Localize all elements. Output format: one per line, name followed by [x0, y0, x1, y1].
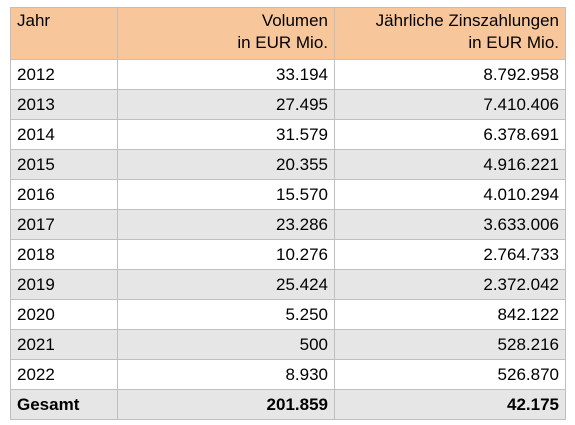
cell-volume: 33.194 [117, 59, 335, 90]
header-volume-line2: in EUR Mio. [237, 33, 328, 52]
cell-year: 2019 [10, 269, 118, 300]
total-volume: 201.859 [117, 389, 335, 420]
header-interest-line2: in EUR Mio. [468, 33, 559, 52]
cell-year: 2022 [10, 359, 118, 390]
cell-year: 2012 [10, 59, 118, 90]
table-row: 2018 10.276 2.764.733 [10, 239, 566, 270]
table-row: 2013 27.495 7.410.406 [10, 89, 566, 120]
header-volume: Volumen in EUR Mio. [117, 7, 335, 60]
cell-interest: 528.216 [334, 329, 566, 360]
cell-interest: 2.372.042 [334, 269, 566, 300]
total-row: Gesamt 201.859 42.175 [10, 389, 566, 420]
table-header: Jahr Volumen in EUR Mio. Jährliche Zinsz… [10, 7, 566, 60]
table-row: 2020 5.250 842.122 [10, 299, 566, 330]
cell-volume: 27.495 [117, 89, 335, 120]
cell-year: 2013 [10, 89, 118, 120]
cell-year: 2021 [10, 329, 118, 360]
cell-interest: 842.122 [334, 299, 566, 330]
table-row: 2012 33.194 8.792.958 [10, 59, 566, 90]
cell-volume: 31.579 [117, 119, 335, 150]
header-interest: Jährliche Zinszahlungen in EUR Mio. [334, 7, 566, 60]
cell-interest: 8.792.958 [334, 59, 566, 90]
table-row: 2017 23.286 3.633.006 [10, 209, 566, 240]
header-interest-line1: Jährliche Zinszahlungen [375, 11, 559, 30]
table-row: 2016 15.570 4.010.294 [10, 179, 566, 210]
table-footer: Gesamt 201.859 42.175 [10, 389, 566, 420]
cell-interest: 2.764.733 [334, 239, 566, 270]
cell-year: 2014 [10, 119, 118, 150]
cell-year: 2017 [10, 209, 118, 240]
table-row: 2015 20.355 4.916.221 [10, 149, 566, 180]
cell-interest: 4.916.221 [334, 149, 566, 180]
cell-volume: 8.930 [117, 359, 335, 390]
table-body: 2012 33.194 8.792.958 2013 27.495 7.410.… [10, 59, 566, 390]
table-row: 2019 25.424 2.372.042 [10, 269, 566, 300]
table-row: 2022 8.930 526.870 [10, 359, 566, 390]
issuance-volume-table: Jahr Volumen in EUR Mio. Jährliche Zinsz… [10, 7, 566, 420]
cell-volume: 23.286 [117, 209, 335, 240]
cell-volume: 20.355 [117, 149, 335, 180]
cell-interest: 7.410.406 [334, 89, 566, 120]
cell-volume: 500 [117, 329, 335, 360]
data-table-container: Jahr Volumen in EUR Mio. Jährliche Zinsz… [10, 7, 566, 420]
cell-year: 2020 [10, 299, 118, 330]
cell-interest: 3.633.006 [334, 209, 566, 240]
table-row: 2021 500 528.216 [10, 329, 566, 360]
cell-year: 2015 [10, 149, 118, 180]
cell-year: 2016 [10, 179, 118, 210]
cell-interest: 4.010.294 [334, 179, 566, 210]
cell-year: 2018 [10, 239, 118, 270]
cell-interest: 526.870 [334, 359, 566, 390]
cell-volume: 25.424 [117, 269, 335, 300]
header-row: Jahr Volumen in EUR Mio. Jährliche Zinsz… [10, 7, 566, 60]
cell-interest: 6.378.691 [334, 119, 566, 150]
table-row: 2014 31.579 6.378.691 [10, 119, 566, 150]
cell-volume: 15.570 [117, 179, 335, 210]
total-interest: 42.175 [334, 389, 566, 420]
total-label: Gesamt [10, 389, 118, 420]
header-year: Jahr [10, 7, 118, 60]
cell-volume: 10.276 [117, 239, 335, 270]
cell-volume: 5.250 [117, 299, 335, 330]
header-volume-line1: Volumen [261, 11, 328, 30]
